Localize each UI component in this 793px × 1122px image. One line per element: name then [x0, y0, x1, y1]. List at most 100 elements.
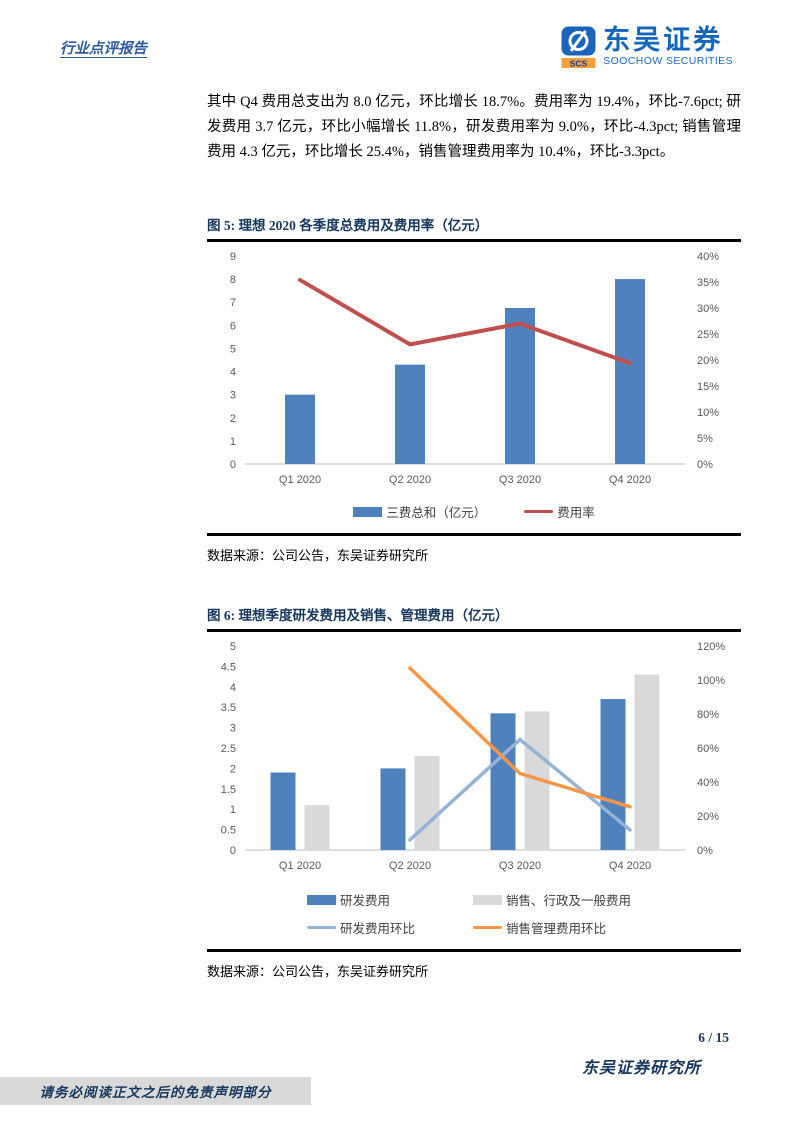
spacer — [207, 937, 741, 949]
left-axis-tick: 0 — [230, 459, 236, 471]
legend-label: 销售管理费用环比 — [506, 922, 607, 936]
right-axis-tick: 100% — [697, 675, 725, 687]
body-paragraph: 其中 Q4 费用总支出为 8.0 亿元，环比增长 18.7%。费用率为 19.4… — [207, 94, 741, 160]
bar — [615, 279, 645, 464]
figure-6-source: 数据来源：公司公告，东吴证券研究所 — [207, 964, 429, 979]
left-axis-tick: 4 — [230, 682, 236, 694]
legend-line-swatch — [473, 925, 503, 930]
right-axis-tick: 35% — [697, 277, 719, 289]
left-axis-tick: 8 — [230, 274, 236, 286]
category-label: Q3 2020 — [499, 860, 541, 872]
figure-5-chart-svg: 0 1 2 3 4 5 6 7 8 9 0% 5% 10% 15% 20% 25% 30% 35% 40% Q1 20… — [230, 251, 719, 486]
category-label: Q3 2020 — [499, 474, 541, 486]
right-axis-tick: 20% — [697, 355, 719, 367]
bar — [414, 756, 440, 850]
soochow-securities-logo: SCS 东吴证券 SOOCHOW SECURITIES — [560, 26, 733, 69]
right-axis-tick: 40% — [697, 251, 719, 263]
left-axis-tick: 2.5 — [221, 743, 236, 755]
left-axis-tick: 2 — [230, 763, 236, 775]
left-axis-tick: 3.5 — [221, 702, 236, 714]
figure-5-top-rule — [207, 239, 741, 242]
legend-item: 销售管理费用环比 — [473, 918, 631, 937]
bar-series — [304, 674, 660, 850]
left-axis-tick: 1 — [230, 436, 236, 448]
legend-bar-swatch — [307, 894, 336, 905]
left-axis-tick: 2 — [230, 413, 236, 425]
bar — [304, 805, 330, 850]
figure-6-legend: 研发费用 销售、行政及一般费用研发费用环比 销售管理费用环比 — [307, 890, 741, 937]
category-label: Q4 2020 — [609, 860, 651, 872]
category-label: Q2 2020 — [389, 474, 431, 486]
category-label: Q1 2020 — [279, 860, 321, 872]
legend-item: 三费总和（亿元） — [353, 502, 486, 521]
left-axis-tick: 0 — [230, 845, 236, 857]
figure-5-title: 图 5: 理想 2020 各季度总费用及费用率（亿元） — [207, 218, 489, 233]
figure-6-chart-svg: 0 0.5 1 1.5 2 2.5 3 3.5 4 4.5 5 0% 20% 40% 60% 80% 100% 1… — [221, 641, 726, 872]
figure-6-top-rule — [207, 629, 741, 632]
legend-item: 费用率 — [524, 502, 595, 521]
legend-item: 销售、行政及一般费用 — [473, 890, 631, 909]
left-axis-tick: 0.5 — [221, 825, 236, 837]
figure-5-legend: 三费总和（亿元） 费用率 — [207, 502, 741, 521]
category-label: Q2 2020 — [389, 860, 431, 872]
institute-name: 东吴证券研究所 — [581, 1060, 701, 1077]
bar-series — [285, 279, 645, 464]
bar-series — [270, 699, 626, 850]
left-axis-tick: 5 — [230, 641, 236, 653]
figure-6-title: 图 6: 理想季度研发费用及销售、管理费用（亿元） — [207, 608, 509, 623]
right-axis-tick: 25% — [697, 329, 719, 341]
figure-6-chart: 0 0.5 1 1.5 2 2.5 3 3.5 4 4.5 5 0% 20% 40% 60% 80% 100% 1… — [207, 632, 741, 880]
category-label: Q4 2020 — [609, 474, 651, 486]
trend-line — [408, 666, 632, 809]
figure-5-block: 图 5: 理想 2020 各季度总费用及费用率（亿元） 0 1 2 3 4 5 6 7 8 9 0%… — [207, 214, 741, 564]
report-type-label: 行业点评报告 — [60, 41, 147, 57]
right-axis-tick: 0% — [697, 459, 713, 471]
left-axis-tick: 6 — [230, 320, 236, 332]
figure-6-block: 图 6: 理想季度研发费用及销售、管理费用（亿元） 0 0.5 1 1.5 2 2.5 3 3… — [207, 604, 741, 980]
bar — [380, 768, 406, 850]
legend-label: 费用率 — [557, 506, 595, 520]
category-label: Q1 2020 — [279, 474, 321, 486]
left-axis-tick: 1 — [230, 804, 236, 816]
right-axis-tick: 80% — [697, 709, 719, 721]
right-axis-tick: 5% — [697, 433, 713, 445]
legend-label: 研发费用环比 — [340, 922, 416, 936]
bar — [600, 699, 626, 850]
legend-item: 研发费用环比 — [307, 918, 415, 937]
bar — [634, 674, 660, 850]
figure-5-source: 数据来源：公司公告，东吴证券研究所 — [207, 548, 429, 563]
right-axis-tick: 15% — [697, 381, 719, 393]
left-axis-tick: 7 — [230, 297, 236, 309]
spacer — [207, 521, 741, 533]
right-axis-tick: 20% — [697, 811, 719, 823]
legend-item: 研发费用 — [307, 890, 415, 909]
disclaimer-banner: 请务必阅读正文之后的免责声明部分 — [0, 1077, 311, 1105]
bar — [490, 713, 516, 850]
left-axis-tick: 4 — [230, 367, 236, 379]
logo-text: 东吴证券 SOOCHOW SECURITIES — [603, 25, 733, 68]
left-axis-tick: 5 — [230, 343, 236, 355]
logo-mark-text: SCS — [570, 59, 588, 69]
legend-bar-swatch — [473, 894, 503, 905]
page-number: 6 / 15 — [698, 1030, 729, 1045]
right-axis-tick: 60% — [697, 743, 719, 755]
right-axis-tick: 40% — [697, 777, 719, 789]
legend-line-swatch — [524, 509, 554, 514]
figure-5-bottom-rule — [207, 533, 741, 536]
right-axis-tick: 0% — [697, 845, 713, 857]
left-axis-tick: 9 — [230, 251, 236, 263]
right-axis-tick: 30% — [697, 303, 719, 315]
figure-5-chart: 0 1 2 3 4 5 6 7 8 9 0% 5% 10% 15% 20% 25% 30% 35% 40% Q1 20… — [207, 242, 741, 494]
legend-bar-swatch — [353, 506, 383, 517]
bar — [270, 772, 296, 850]
logo-mark-icon: SCS — [561, 26, 596, 69]
trend-line — [298, 277, 632, 366]
legend-label: 三费总和（亿元） — [386, 506, 487, 520]
left-axis-tick: 4.5 — [221, 661, 236, 673]
trend-line — [408, 737, 632, 842]
bar — [395, 364, 425, 464]
figure-6-bottom-rule — [207, 949, 741, 952]
logo-name-cn: 东吴证券 — [603, 25, 724, 55]
logo-name-en: SOOCHOW SECURITIES — [603, 55, 733, 67]
